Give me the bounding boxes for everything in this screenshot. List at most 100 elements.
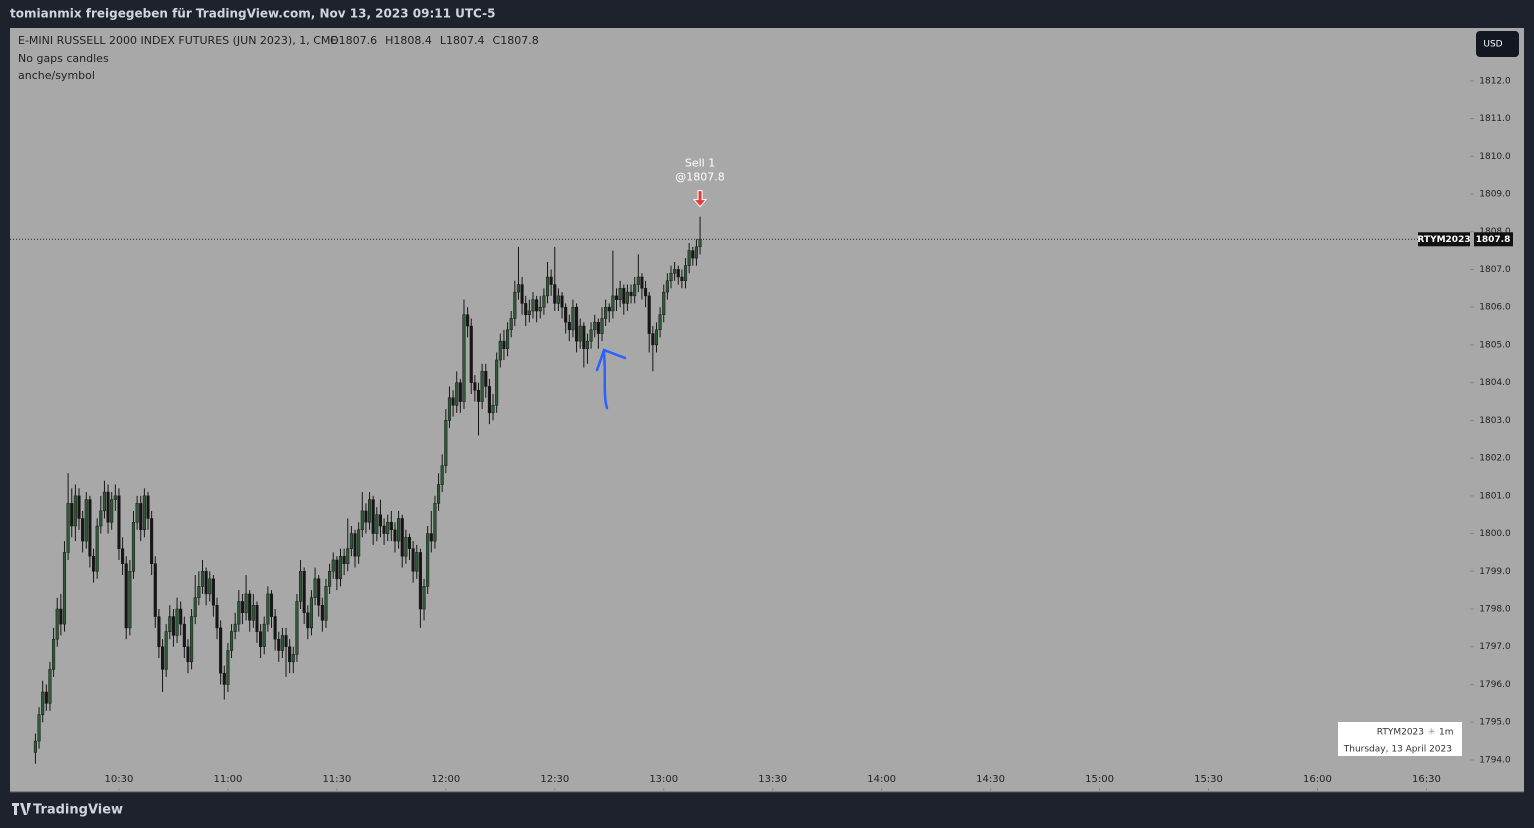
y-tick-label: 1797.0: [1479, 642, 1511, 652]
candle-body: [106, 491, 110, 523]
candle-body: [629, 291, 633, 297]
currency-button[interactable]: [1476, 31, 1519, 57]
annotation-text: Sell 1: [685, 157, 715, 170]
candle-body: [378, 514, 382, 527]
candle-body: [520, 284, 524, 304]
candle-body: [121, 548, 125, 564]
candle-body: [81, 518, 85, 542]
candle-body: [233, 623, 237, 632]
candle-body: [291, 654, 295, 663]
candle-body: [389, 521, 393, 531]
candle-body: [691, 250, 695, 259]
y-tick-label: 1805.0: [1479, 340, 1511, 350]
candle-body: [560, 295, 564, 308]
candle-body: [466, 314, 470, 327]
candle-body: [429, 533, 433, 542]
candle-body: [248, 593, 252, 621]
plot: O1807.6 H1808.4 L1807.4 C1807.8 1794.0 1795.0…: [10, 34, 1513, 792]
price-label: 1807.8: [1476, 235, 1511, 245]
candle-body: [676, 269, 680, 278]
candle-body: [473, 382, 477, 391]
candle-body: [433, 503, 437, 542]
drawing-arrow: [595, 348, 627, 410]
candle-body: [288, 646, 292, 663]
candle-body: [306, 612, 310, 629]
x-tick-label: 14:30: [976, 774, 1005, 785]
candle-body: [364, 510, 368, 523]
y-tick-label: 1795.0: [1479, 718, 1511, 728]
candle-body: [498, 340, 502, 361]
candle-body: [240, 601, 244, 614]
currency[interactable]: USD: [1483, 40, 1502, 50]
candle-body: [495, 359, 499, 406]
candle-body: [516, 284, 521, 293]
candle-body: [375, 514, 379, 534]
candle-body: [400, 518, 404, 557]
candle-body: [280, 635, 284, 651]
candle-body: [175, 608, 179, 636]
candle-body: [687, 250, 691, 266]
x-tick-label: 13:30: [758, 774, 787, 785]
candle-body: [593, 322, 597, 331]
candle-body: [349, 533, 353, 549]
candle-body: [251, 604, 255, 621]
candle-body: [113, 495, 117, 500]
candle-body: [208, 578, 212, 595]
candle-body: [342, 555, 346, 564]
candle-body: [164, 631, 168, 670]
symbol-label-box: [1418, 232, 1470, 247]
candle-body: [190, 616, 194, 663]
chart-pane: [10, 28, 1524, 792]
candle-body: [640, 276, 644, 289]
candle-body: [313, 578, 317, 598]
candle-body: [600, 318, 604, 334]
x-tick-label: 11:30: [322, 774, 351, 785]
watermark-interval: 1m: [1439, 728, 1454, 738]
candle-body: [346, 548, 350, 564]
candle-body: [683, 265, 688, 282]
candle-body: [415, 552, 419, 572]
candle-body: [160, 646, 165, 670]
candle-body: [139, 503, 143, 531]
ohlc-legend: C1807.8: [493, 34, 539, 47]
candle-body: [382, 525, 386, 534]
x-tick-label: 13:00: [649, 774, 678, 785]
candle-body: [320, 604, 324, 621]
indicator: No gaps candles: [18, 52, 109, 65]
candle-body: [259, 631, 263, 647]
candle-body: [636, 276, 640, 285]
candle-body: [157, 616, 161, 647]
y-tick-label: 1798.0: [1479, 605, 1511, 615]
candle-body: [273, 616, 277, 640]
candle-body: [66, 503, 70, 553]
candle-body: [62, 552, 67, 625]
candle-body: [102, 491, 106, 512]
candle-body: [531, 299, 535, 312]
candle-body: [549, 276, 553, 285]
candle-body: [386, 521, 390, 534]
candle-body: [553, 284, 557, 304]
candle-body: [440, 465, 444, 485]
candle-body: [484, 371, 488, 387]
candle-body: [146, 495, 150, 519]
candle-body: [262, 623, 266, 647]
candle-body: [77, 495, 81, 519]
y-tick-label: 1794.0: [1479, 755, 1511, 765]
candle-body: [564, 306, 568, 323]
candle-body: [219, 627, 223, 674]
candle-body: [487, 386, 491, 414]
candle-body: [567, 322, 571, 331]
candle-body: [131, 521, 136, 572]
candle-body: [647, 295, 651, 334]
candle-body: [585, 340, 590, 349]
candle-body: [41, 691, 45, 715]
candle-body: [110, 499, 114, 523]
candle-body: [397, 518, 401, 542]
candle-body: [371, 499, 375, 534]
footer-logo: TradingView: [33, 803, 123, 818]
y-tick-label: 1796.0: [1479, 680, 1511, 690]
candle-body: [222, 672, 226, 685]
candle-body: [44, 691, 48, 704]
candle-body: [589, 329, 593, 342]
